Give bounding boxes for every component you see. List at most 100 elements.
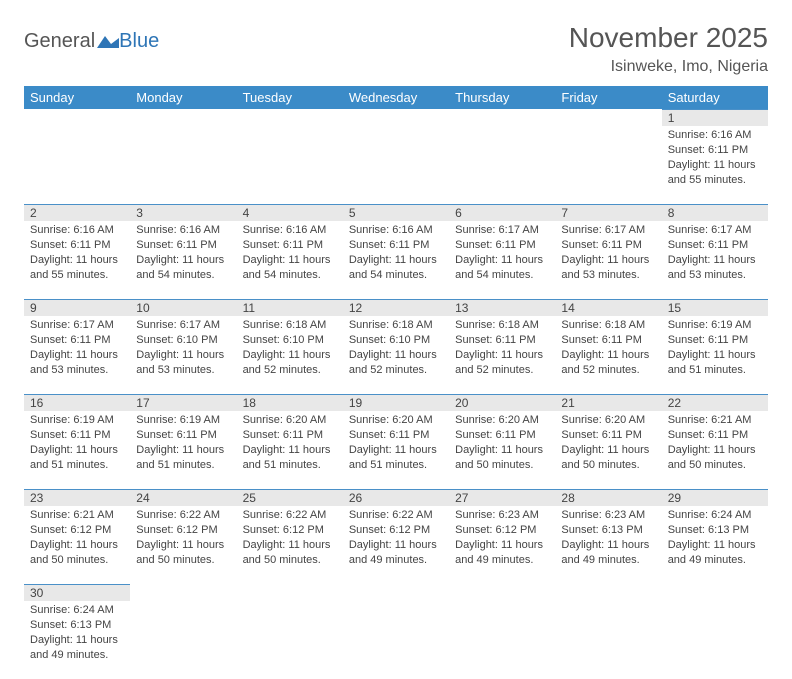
day-number-cell bbox=[130, 584, 236, 601]
day-content-cell: Sunrise: 6:23 AMSunset: 6:13 PMDaylight:… bbox=[555, 506, 661, 584]
day-line: Daylight: 11 hours and 55 minutes. bbox=[668, 158, 762, 188]
day-content-cell: Sunrise: 6:24 AMSunset: 6:13 PMDaylight:… bbox=[24, 601, 130, 679]
day-number-cell: 12 bbox=[343, 299, 449, 316]
day-line: Daylight: 11 hours and 54 minutes. bbox=[349, 253, 443, 283]
day-content-cell: Sunrise: 6:18 AMSunset: 6:10 PMDaylight:… bbox=[237, 316, 343, 394]
day-number-cell: 16 bbox=[24, 394, 130, 411]
day-number-cell bbox=[555, 109, 661, 126]
day-number-cell bbox=[449, 109, 555, 126]
day-number-cell: 5 bbox=[343, 204, 449, 221]
day-line: Sunset: 6:11 PM bbox=[561, 333, 655, 348]
day-number-cell bbox=[24, 109, 130, 126]
day-number bbox=[449, 584, 555, 587]
day-line: Daylight: 11 hours and 52 minutes. bbox=[561, 348, 655, 378]
day-line: Sunrise: 6:18 AM bbox=[349, 318, 443, 333]
day-line: Daylight: 11 hours and 53 minutes. bbox=[561, 253, 655, 283]
day-content-cell: Sunrise: 6:22 AMSunset: 6:12 PMDaylight:… bbox=[130, 506, 236, 584]
header-row: General Blue November 2025 Isinweke, Imo… bbox=[24, 22, 768, 76]
day-number: 29 bbox=[662, 489, 768, 506]
week-number-row: 30 bbox=[24, 584, 768, 601]
day-content-cell bbox=[237, 126, 343, 204]
day-content: Sunrise: 6:18 AMSunset: 6:10 PMDaylight:… bbox=[237, 316, 343, 381]
day-number-cell: 25 bbox=[237, 489, 343, 506]
day-line: Sunrise: 6:17 AM bbox=[136, 318, 230, 333]
day-content bbox=[343, 601, 449, 607]
day-content-cell: Sunrise: 6:20 AMSunset: 6:11 PMDaylight:… bbox=[449, 411, 555, 489]
day-content: Sunrise: 6:17 AMSunset: 6:11 PMDaylight:… bbox=[24, 316, 130, 381]
day-content-cell bbox=[449, 601, 555, 679]
day-line: Daylight: 11 hours and 50 minutes. bbox=[136, 538, 230, 568]
day-number bbox=[662, 584, 768, 587]
day-number: 21 bbox=[555, 394, 661, 411]
day-content: Sunrise: 6:17 AMSunset: 6:11 PMDaylight:… bbox=[662, 221, 768, 286]
day-content: Sunrise: 6:17 AMSunset: 6:10 PMDaylight:… bbox=[130, 316, 236, 381]
day-line: Daylight: 11 hours and 51 minutes. bbox=[136, 443, 230, 473]
day-number: 22 bbox=[662, 394, 768, 411]
day-number-cell: 4 bbox=[237, 204, 343, 221]
logo: General Blue bbox=[24, 30, 159, 53]
day-line: Daylight: 11 hours and 52 minutes. bbox=[349, 348, 443, 378]
day-line: Sunset: 6:11 PM bbox=[136, 428, 230, 443]
day-number-cell: 7 bbox=[555, 204, 661, 221]
week-number-row: 16171819202122 bbox=[24, 394, 768, 411]
day-number-cell bbox=[662, 584, 768, 601]
day-content bbox=[343, 126, 449, 132]
day-header: Wednesday bbox=[343, 86, 449, 109]
day-line: Daylight: 11 hours and 51 minutes. bbox=[30, 443, 124, 473]
day-content-cell: Sunrise: 6:17 AMSunset: 6:10 PMDaylight:… bbox=[130, 316, 236, 394]
logo-text-general: General bbox=[24, 30, 95, 53]
day-line: Daylight: 11 hours and 53 minutes. bbox=[30, 348, 124, 378]
day-number: 14 bbox=[555, 299, 661, 316]
day-line: Sunrise: 6:16 AM bbox=[243, 223, 337, 238]
day-content: Sunrise: 6:16 AMSunset: 6:11 PMDaylight:… bbox=[662, 126, 768, 191]
flag-icon bbox=[97, 34, 119, 50]
day-header-row: SundayMondayTuesdayWednesdayThursdayFrid… bbox=[24, 86, 768, 109]
day-line: Sunset: 6:11 PM bbox=[668, 238, 762, 253]
day-content: Sunrise: 6:16 AMSunset: 6:11 PMDaylight:… bbox=[343, 221, 449, 286]
day-content-cell: Sunrise: 6:18 AMSunset: 6:11 PMDaylight:… bbox=[449, 316, 555, 394]
day-line: Daylight: 11 hours and 51 minutes. bbox=[349, 443, 443, 473]
month-title: November 2025 bbox=[569, 22, 768, 54]
day-line: Sunrise: 6:23 AM bbox=[561, 508, 655, 523]
day-line: Daylight: 11 hours and 50 minutes. bbox=[455, 443, 549, 473]
week-content-row: Sunrise: 6:16 AMSunset: 6:11 PMDaylight:… bbox=[24, 126, 768, 204]
day-number-cell: 20 bbox=[449, 394, 555, 411]
day-content-cell: Sunrise: 6:16 AMSunset: 6:11 PMDaylight:… bbox=[237, 221, 343, 299]
day-line: Sunrise: 6:17 AM bbox=[561, 223, 655, 238]
day-line: Daylight: 11 hours and 53 minutes. bbox=[668, 253, 762, 283]
day-line: Daylight: 11 hours and 50 minutes. bbox=[243, 538, 337, 568]
day-line: Sunset: 6:11 PM bbox=[561, 428, 655, 443]
day-content-cell: Sunrise: 6:21 AMSunset: 6:12 PMDaylight:… bbox=[24, 506, 130, 584]
day-header: Saturday bbox=[662, 86, 768, 109]
day-number-cell: 19 bbox=[343, 394, 449, 411]
day-content: Sunrise: 6:20 AMSunset: 6:11 PMDaylight:… bbox=[237, 411, 343, 476]
day-line: Sunrise: 6:20 AM bbox=[561, 413, 655, 428]
day-line: Sunset: 6:11 PM bbox=[30, 428, 124, 443]
day-content: Sunrise: 6:20 AMSunset: 6:11 PMDaylight:… bbox=[343, 411, 449, 476]
day-number-cell bbox=[130, 109, 236, 126]
day-line: Sunset: 6:11 PM bbox=[243, 238, 337, 253]
day-line: Sunset: 6:13 PM bbox=[668, 523, 762, 538]
week-number-row: 23242526272829 bbox=[24, 489, 768, 506]
day-number: 20 bbox=[449, 394, 555, 411]
location: Isinweke, Imo, Nigeria bbox=[569, 58, 768, 76]
day-number-cell: 21 bbox=[555, 394, 661, 411]
day-number-cell: 27 bbox=[449, 489, 555, 506]
day-content bbox=[449, 126, 555, 132]
day-line: Sunset: 6:13 PM bbox=[561, 523, 655, 538]
day-content-cell: Sunrise: 6:16 AMSunset: 6:11 PMDaylight:… bbox=[130, 221, 236, 299]
day-number: 11 bbox=[237, 299, 343, 316]
day-content: Sunrise: 6:19 AMSunset: 6:11 PMDaylight:… bbox=[130, 411, 236, 476]
week-content-row: Sunrise: 6:21 AMSunset: 6:12 PMDaylight:… bbox=[24, 506, 768, 584]
day-line: Daylight: 11 hours and 49 minutes. bbox=[561, 538, 655, 568]
day-line: Sunrise: 6:18 AM bbox=[561, 318, 655, 333]
day-line: Sunrise: 6:19 AM bbox=[136, 413, 230, 428]
day-line: Daylight: 11 hours and 54 minutes. bbox=[136, 253, 230, 283]
day-number: 4 bbox=[237, 204, 343, 221]
day-line: Sunset: 6:11 PM bbox=[561, 238, 655, 253]
day-number: 27 bbox=[449, 489, 555, 506]
day-number-cell bbox=[343, 109, 449, 126]
day-content-cell: Sunrise: 6:22 AMSunset: 6:12 PMDaylight:… bbox=[237, 506, 343, 584]
week-number-row: 1 bbox=[24, 109, 768, 126]
day-line: Sunset: 6:11 PM bbox=[455, 238, 549, 253]
